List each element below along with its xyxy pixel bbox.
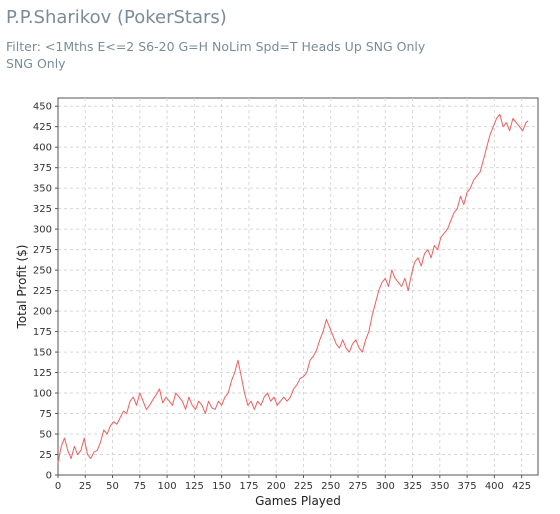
y-tick-label: 325 — [33, 204, 52, 215]
x-tick-label: 275 — [348, 481, 367, 492]
filter-description: Filter: <1Mths E<=2 S6-20 G=H NoLim Spd=… — [6, 39, 426, 71]
y-tick-label: 400 — [33, 143, 52, 154]
x-tick-label: 300 — [376, 481, 395, 492]
y-tick-label: 375 — [33, 163, 52, 174]
x-tick-label: 375 — [458, 481, 477, 492]
y-tick-label: 175 — [33, 327, 52, 338]
y-tick-label: 425 — [33, 122, 52, 133]
x-axis-label: Games Played — [255, 494, 341, 508]
y-tick-label: 25 — [39, 450, 52, 461]
y-tick-label: 200 — [33, 307, 52, 318]
x-tick-label: 125 — [185, 481, 204, 492]
x-tick-label: 150 — [212, 481, 231, 492]
series-line — [57, 113, 529, 463]
page-title: P.P.Sharikov (PokerStars) — [6, 7, 227, 28]
x-tick-label: 175 — [239, 481, 258, 492]
x-tick-label: 50 — [106, 481, 119, 492]
y-tick-label: 75 — [39, 409, 52, 420]
y-tick-label: 225 — [33, 286, 52, 297]
plot-area — [57, 97, 539, 476]
x-tick-label: 325 — [403, 481, 422, 492]
y-axis-label: Total Profit ($) — [15, 245, 29, 330]
x-tick-label: 25 — [79, 481, 92, 492]
y-tick-label: 125 — [33, 368, 52, 379]
x-tick-label: 350 — [430, 481, 449, 492]
y-tick-label: 450 — [33, 102, 52, 113]
y-tick-label: 0 — [46, 471, 52, 482]
y-tick-label: 100 — [33, 389, 52, 400]
x-tick-label: 400 — [485, 481, 504, 492]
y-tick-label: 150 — [33, 348, 52, 359]
x-tick-label: 425 — [512, 481, 531, 492]
x-tick-label: 225 — [294, 481, 313, 492]
y-tick-label: 300 — [33, 225, 52, 236]
y-tick-label: 350 — [33, 184, 52, 195]
x-tick-label: 200 — [267, 481, 286, 492]
y-tick-label: 50 — [39, 430, 52, 441]
y-tick-label: 275 — [33, 245, 52, 256]
x-tick-label: 250 — [321, 481, 340, 492]
x-tick-label: 0 — [55, 481, 61, 492]
y-tick-label: 250 — [33, 266, 52, 277]
x-tick-label: 75 — [133, 481, 146, 492]
x-tick-label: 100 — [158, 481, 177, 492]
